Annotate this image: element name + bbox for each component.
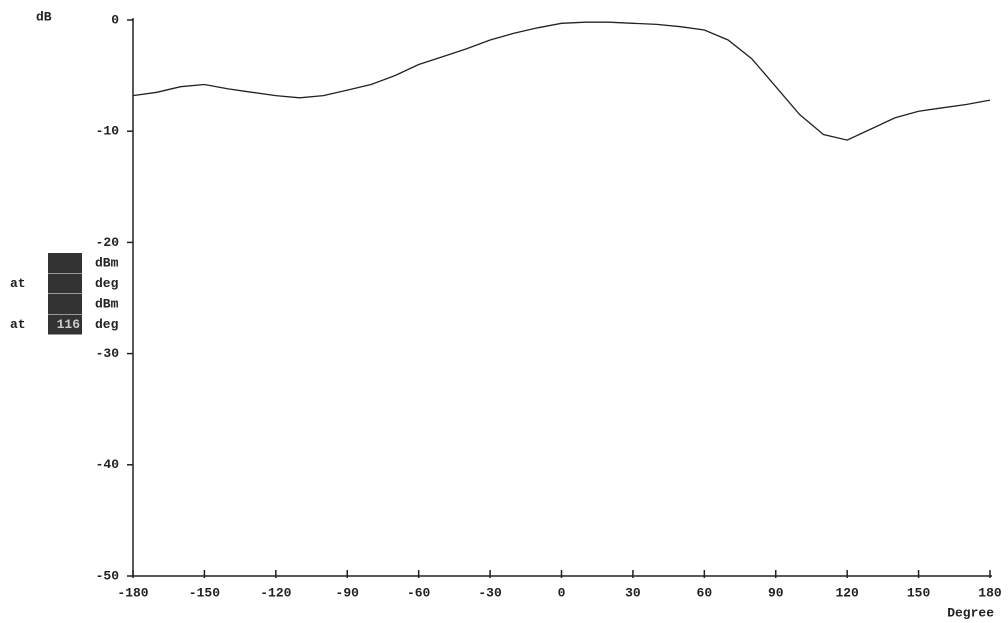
x-tick-label: -30 [478, 585, 502, 600]
x-tick-label: -90 [336, 585, 360, 600]
readout-unit: dBm [95, 296, 119, 311]
x-tick-label: 0 [558, 585, 566, 600]
readout-box [48, 273, 82, 294]
readout-prefix: at [10, 317, 26, 332]
readout-unit: deg [95, 276, 119, 291]
x-tick-label: -60 [407, 585, 431, 600]
x-tick-label: 60 [697, 585, 713, 600]
y-tick-label: -30 [96, 346, 120, 361]
x-tick-label: 150 [907, 585, 931, 600]
readout-unit: dBm [95, 255, 119, 270]
x-tick-label: -120 [260, 585, 291, 600]
x-tick-label: -150 [189, 585, 220, 600]
x-tick-label: 30 [625, 585, 641, 600]
y-tick-label: -10 [96, 124, 120, 139]
readout-value: 116 [57, 317, 81, 332]
y-tick-label: -50 [96, 568, 120, 583]
y-tick-label: -20 [96, 235, 120, 250]
readout-box [48, 314, 82, 335]
x-tick-label: 90 [768, 585, 784, 600]
y-axis-label: dB [36, 9, 52, 24]
x-tick-label: 120 [835, 585, 859, 600]
readout-unit: deg [95, 317, 119, 332]
x-tick-label: -180 [117, 585, 148, 600]
readout-box [48, 253, 82, 273]
readout-box [48, 294, 82, 314]
x-axis-label: Degree [947, 605, 994, 620]
x-tick-label: 180 [978, 585, 1002, 600]
y-tick-label: 0 [111, 12, 119, 27]
y-tick-label: -40 [96, 457, 120, 472]
data-line [132, 21, 991, 141]
readout-prefix: at [10, 276, 26, 291]
